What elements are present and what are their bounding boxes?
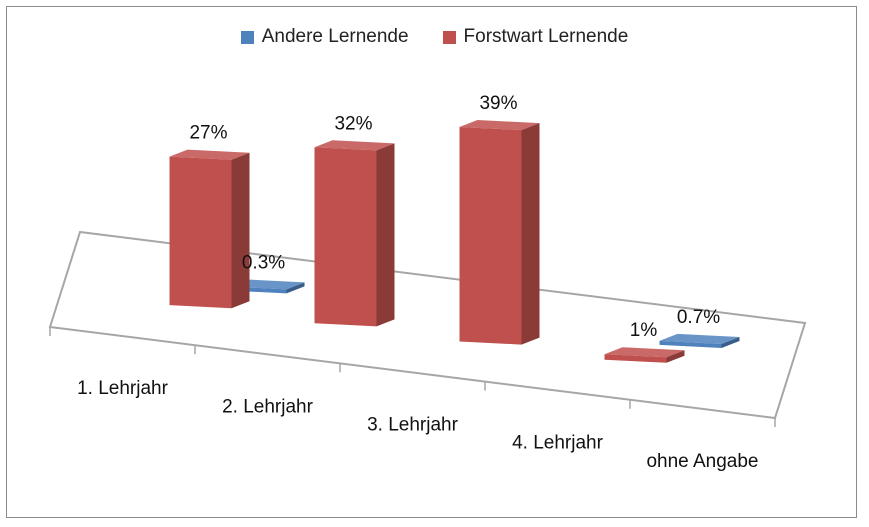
bar-front [604,354,667,363]
bar-side [666,350,685,363]
x-tick-label: 4. Lehrjahr [512,433,604,454]
x-tick-label: 2. Lehrjahr [222,396,314,417]
bar-side [721,337,740,348]
data-label: 39% [479,93,517,114]
bar [314,140,395,327]
bar-side [376,143,395,327]
bar [169,149,250,309]
legend: Andere Lernende Forstwart Lernende [0,26,869,48]
legend-label-andere: Andere Lernende [261,26,409,47]
x-tick-label: 1. Lehrjahr [77,378,169,399]
x-tick-label: 3. Lehrjahr [367,415,459,436]
bar-front [459,127,522,345]
bar-front [169,156,232,309]
bar-top [459,120,540,131]
legend-swatch-forstwart [442,30,456,44]
bar-top [169,149,250,160]
bar-top [659,333,740,344]
data-label: 0.7% [677,307,720,328]
legend-item-forstwart: Forstwart Lernende [442,26,629,48]
bar-front [314,147,377,327]
data-label: 1% [630,320,658,341]
bar-side [231,152,250,309]
legend-label-forstwart: Forstwart Lernende [463,26,629,47]
data-label: 0.3% [242,252,285,273]
bar-front [659,340,722,348]
bar [604,347,685,363]
bar-side [286,282,305,294]
bar [459,120,540,345]
bar-side [521,123,540,345]
bar-top [314,140,395,151]
bar [659,333,740,348]
data-label: 27% [189,123,227,144]
legend-item-andere: Andere Lernende [240,26,409,48]
bar-top [604,347,685,358]
x-tick-label: ohne Angabe [646,451,758,472]
legend-swatch-andere [240,30,254,44]
data-label: 32% [334,113,372,134]
